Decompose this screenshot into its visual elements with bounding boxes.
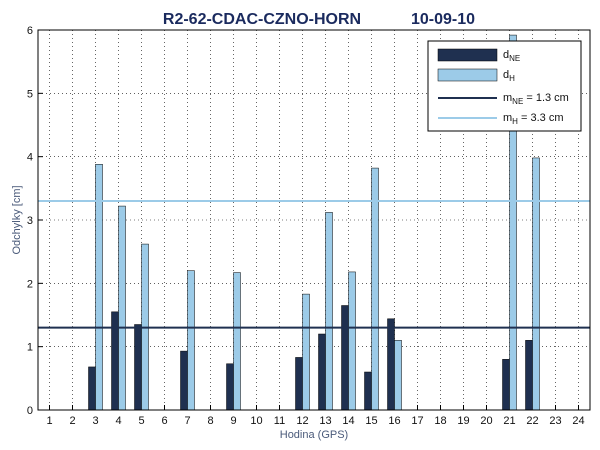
y-tick-label: 2 bbox=[27, 278, 33, 290]
bar bbox=[364, 371, 372, 411]
x-tick-label: 2 bbox=[69, 415, 75, 427]
x-tick-label: 21 bbox=[503, 415, 515, 427]
x-tick-label: 15 bbox=[365, 415, 377, 427]
bar bbox=[371, 167, 379, 411]
bar bbox=[302, 293, 310, 411]
bar bbox=[394, 340, 402, 411]
bar bbox=[532, 157, 540, 411]
bar bbox=[226, 363, 234, 411]
legend-sub: H bbox=[509, 74, 515, 83]
x-tick-label: 12 bbox=[296, 415, 308, 427]
legend-name: d bbox=[503, 49, 509, 61]
bar bbox=[318, 333, 326, 411]
legend-swatch bbox=[437, 48, 498, 62]
chart-title: R2-62-CDAC-CZNO-HORN bbox=[163, 11, 361, 28]
x-tick-label: 23 bbox=[549, 415, 561, 427]
x-tick-label: 14 bbox=[342, 415, 354, 427]
chart-date: 10-09-10 bbox=[411, 11, 475, 28]
bar bbox=[387, 318, 395, 411]
bar bbox=[118, 205, 126, 411]
x-tick-label: 11 bbox=[274, 415, 285, 427]
x-tick-label: 1 bbox=[46, 415, 52, 427]
x-tick-label: 4 bbox=[115, 415, 121, 427]
legend-sub: H bbox=[512, 117, 518, 126]
bar bbox=[88, 366, 96, 411]
x-tick-label: 10 bbox=[250, 415, 262, 427]
x-tick-label: 24 bbox=[572, 415, 584, 427]
y-tick-label: 5 bbox=[27, 88, 33, 100]
y-tick-label: 6 bbox=[27, 25, 33, 37]
legend-sub: NE bbox=[509, 54, 520, 63]
x-tick-label: 18 bbox=[434, 415, 446, 427]
legend-name: d bbox=[503, 69, 509, 81]
bar bbox=[233, 272, 241, 411]
x-tick-label: 22 bbox=[526, 415, 538, 427]
legend-name: m bbox=[503, 92, 512, 104]
x-axis-label: Hodina (GPS) bbox=[280, 429, 348, 441]
x-tick-label: 13 bbox=[319, 415, 331, 427]
x-tick-label: 6 bbox=[161, 415, 167, 427]
x-tick-label: 8 bbox=[207, 415, 213, 427]
plot-frame bbox=[37, 29, 591, 411]
legend-sub: NE bbox=[512, 97, 523, 106]
bar bbox=[180, 350, 188, 411]
bar bbox=[525, 340, 533, 411]
x-tick-label: 5 bbox=[138, 415, 144, 427]
legend-label: mNE = 1.3 cm bbox=[503, 92, 569, 106]
bar bbox=[187, 270, 195, 411]
legend-label: mH = 3.3 cm bbox=[503, 112, 564, 126]
legend-name: m bbox=[503, 112, 512, 124]
x-tick-label: 3 bbox=[92, 415, 98, 427]
x-tick-label: 19 bbox=[457, 415, 469, 427]
legend-value: = 3.3 cm bbox=[518, 112, 564, 124]
bar bbox=[325, 212, 333, 411]
bar bbox=[502, 359, 510, 411]
bar bbox=[348, 271, 356, 411]
legend-label: dH bbox=[503, 69, 515, 83]
x-tick-label: 17 bbox=[411, 415, 423, 427]
legend-value: = 1.3 cm bbox=[523, 92, 569, 104]
x-tick-label: 20 bbox=[480, 415, 492, 427]
bar bbox=[341, 305, 349, 411]
legend-label: dNE bbox=[503, 49, 520, 63]
x-tick-label: 7 bbox=[184, 415, 190, 427]
y-tick-label: 0 bbox=[27, 405, 33, 417]
legend-swatch bbox=[437, 68, 498, 82]
x-tick-label: 9 bbox=[230, 415, 236, 427]
bar bbox=[295, 357, 303, 411]
y-tick-label: 1 bbox=[27, 342, 33, 354]
y-tick-label: 3 bbox=[27, 215, 33, 227]
y-tick-label: 4 bbox=[27, 152, 33, 164]
x-tick-label: 16 bbox=[388, 415, 400, 427]
bar bbox=[111, 311, 119, 411]
y-axis-label: Odchylky [cm] bbox=[11, 185, 23, 254]
bar bbox=[134, 324, 142, 411]
